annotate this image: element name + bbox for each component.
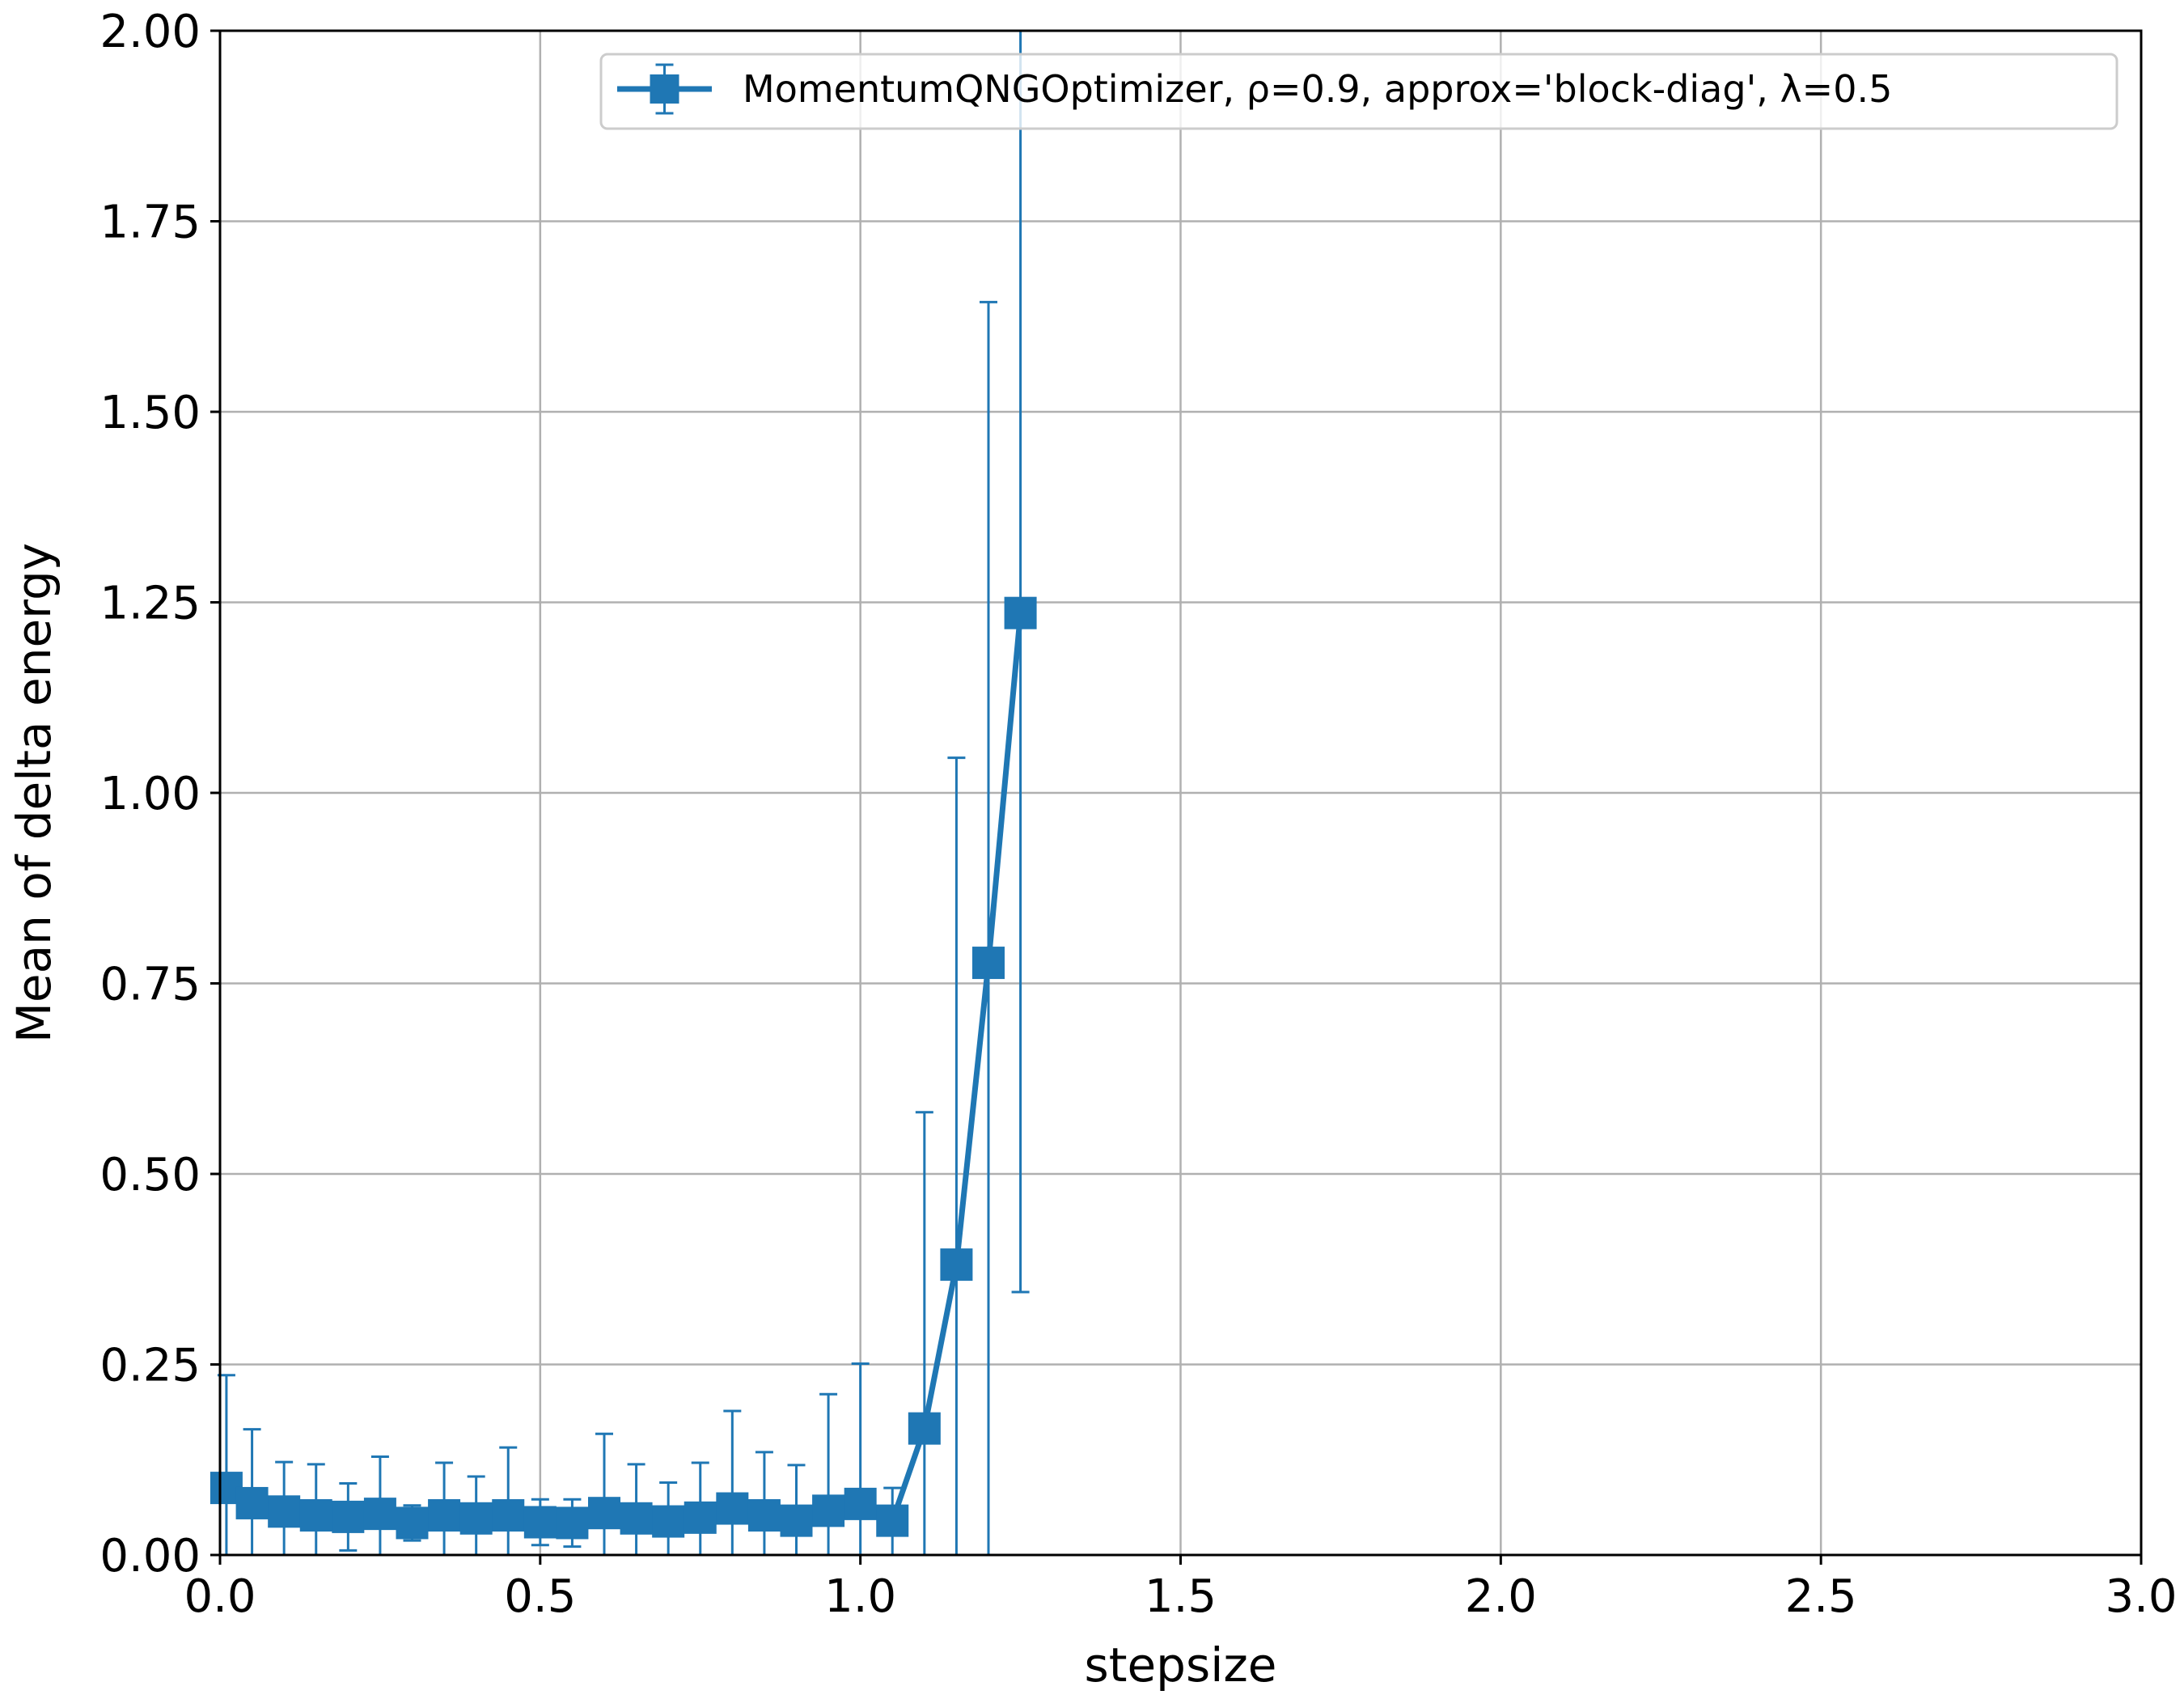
x-tick-label: 0.5 [504,1570,576,1623]
x-tick-label: 0.0 [184,1570,256,1623]
data-point [780,1504,813,1537]
data-point [844,1487,877,1520]
y-tick-label: 1.50 [99,387,201,439]
data-point [716,1492,749,1525]
data-point [556,1506,589,1540]
x-tick-label: 3.0 [2105,1570,2177,1623]
series-line [225,612,1024,1526]
data-point [396,1506,429,1540]
data-point [235,1486,269,1519]
x-tick-label: 1.5 [1145,1570,1217,1623]
x-tick-label: 2.5 [1785,1570,1857,1623]
data-point [908,1412,941,1445]
data-point [876,1504,909,1537]
y-axis-ticks: 0.00 0.25 0.50 0.75 1.00 1.25 1.50 1.75 2.00 [99,6,220,1582]
x-axis-label: stepsize [1085,1638,1277,1693]
data-point [299,1499,332,1532]
y-tick-label: 2.00 [99,6,201,58]
data-point [459,1502,493,1535]
data-point [747,1499,781,1532]
legend-box [599,53,2118,130]
legend-marker-sample [650,74,679,104]
legend-entry-label: MomentumQNGOptimizer, ρ=0.9, approx='blo… [743,67,1892,111]
data-point [940,1248,973,1282]
error-bars [217,31,1030,1557]
x-axis-ticks: 0.0 0.5 1.0 1.5 2.0 2.5 3.0 [184,1555,2178,1623]
x-tick-label: 2.0 [1465,1570,1537,1623]
data-point [363,1498,396,1531]
data-point [492,1499,525,1532]
data-point [684,1501,717,1534]
y-tick-label: 0.25 [99,1340,201,1392]
y-tick-label: 0.75 [99,959,201,1011]
y-tick-label: 0.00 [99,1530,201,1582]
data-point [620,1502,653,1535]
data-point [1004,596,1037,629]
data-point [332,1500,365,1533]
x-tick-label: 1.0 [824,1570,896,1623]
y-tick-label: 1.00 [99,768,201,820]
y-tick-label: 0.50 [99,1149,201,1201]
data-point [268,1495,301,1528]
y-tick-label: 1.75 [99,197,201,249]
data-point [523,1506,557,1539]
y-axis-label: Mean of delta energy [6,543,61,1043]
grid [218,29,2143,1557]
data-point [588,1497,620,1530]
data-point [428,1499,461,1532]
y-tick-label: 1.25 [99,578,201,630]
series-markers [210,596,1037,1540]
data-point [972,947,1005,980]
data-point [652,1505,685,1538]
data-point [812,1494,845,1527]
legend: MomentumQNGOptimizer, ρ=0.9, approx='blo… [599,53,2118,130]
